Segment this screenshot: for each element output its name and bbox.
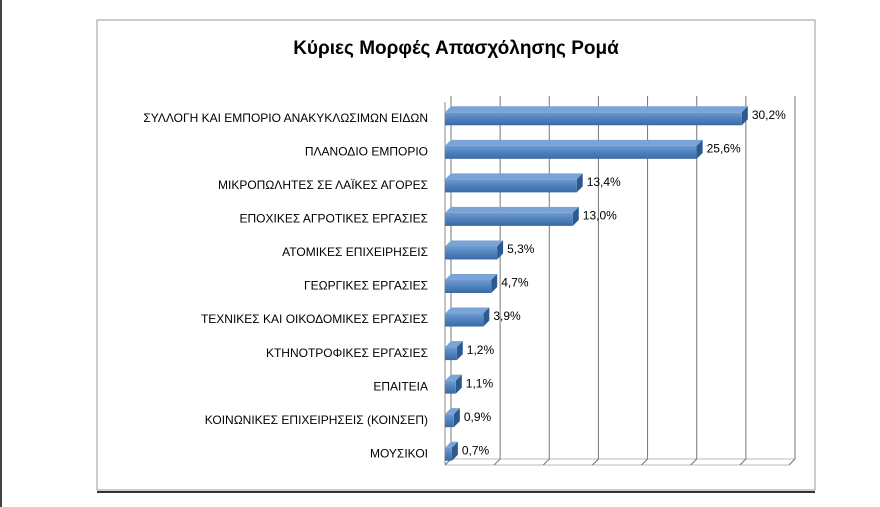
bar-top (445, 408, 460, 415)
bar (445, 347, 457, 361)
chart-title: Κύριες Μορφές Απασχόλησης Ρομά (293, 38, 619, 59)
bar-top (445, 173, 583, 180)
y-tick-label: ΜΟΥΣΙΚΟΙ (370, 446, 428, 460)
bar-top (445, 307, 490, 314)
data-label: 1,1% (466, 376, 494, 390)
bar (445, 246, 498, 260)
bar (445, 380, 456, 394)
y-tick-label: ΕΠΟΧΙΚΕΣ ΑΓΡΟΤΙΚΕΣ ΕΡΓΑΣΙΕΣ (239, 212, 428, 226)
bar-side (741, 106, 748, 126)
bar-side (456, 341, 463, 361)
y-tick-label: ΓΕΩΡΓΙΚΕΣ ΕΡΓΑΣΙΕΣ (304, 279, 428, 293)
bar-top (445, 441, 458, 448)
bar-side (483, 307, 490, 327)
bar-top (445, 106, 748, 113)
bar-side (453, 408, 460, 428)
bar-side (696, 139, 703, 159)
y-tick-label: ΕΠΑΙΤΕΙΑ (373, 379, 428, 393)
data-label: 3,9% (493, 309, 521, 323)
y-tick-label: ΤΕΧΝΙΚΕΣ ΚΑΙ ΟΙΚΟΔΟΜΙΚΕΣ ΕΡΓΑΣΙΕΣ (201, 312, 428, 326)
bar (445, 179, 577, 193)
bar (445, 313, 484, 327)
data-label: 25,6% (707, 141, 741, 155)
bar-top (445, 274, 498, 280)
bar (445, 414, 454, 428)
bar-top (445, 206, 579, 213)
bar-top (445, 139, 703, 146)
bar-top (445, 240, 504, 247)
bar-top (445, 341, 463, 348)
bar-top (445, 374, 462, 381)
grid-line (690, 96, 698, 466)
y-tick-label: ΣΥΛΛΟΓΗ ΚΑΙ ΕΜΠΟΡΙΟ ΑΝΑΚΥΚΛΩΣΙΜΩΝ ΕΙΔΩΝ (143, 111, 428, 125)
grid-line (641, 96, 649, 466)
y-tick-label: ΚΟΙΝΩΝΙΚΕΣ ΕΠΙΧΕΙΡΗΣΕΙΣ (ΚΟΙΝΣΕΠ) (205, 413, 428, 427)
bar (445, 145, 697, 159)
bar-side (455, 374, 462, 394)
bar-side (451, 441, 458, 461)
grid-line (592, 96, 599, 466)
data-label: 5,3% (507, 242, 535, 256)
bar (445, 112, 742, 126)
grid-line (788, 96, 796, 466)
grid-line (739, 96, 747, 466)
bar-side (576, 173, 583, 193)
bar (445, 280, 492, 293)
bar-side (497, 240, 504, 260)
y-tick-label: ΠΛΑΝΟΔΙΟ ΕΜΠΟΡΙΟ (305, 144, 428, 158)
data-label: 30,2% (752, 108, 786, 122)
y-tick-label: ΑΤΟΜΙΚΕΣ ΕΠΙΧΕΙΡΗΣΕΙΣ (282, 245, 428, 259)
data-label: 1,2% (467, 343, 495, 357)
data-label: 13,4% (587, 175, 621, 189)
data-label: 0,9% (464, 410, 492, 424)
bar-side (572, 206, 579, 226)
bar-side (491, 274, 498, 293)
bar (445, 447, 452, 461)
data-label: 0,7% (462, 443, 490, 457)
y-tick-label: ΚΤΗΝΟΤΡΟΦΙΚΕΣ ΕΡΓΑΣΙΕΣ (266, 346, 428, 360)
y-tick-label: ΜΙΚΡΟΠΩΛΗΤΕΣ ΣΕ ΛΑΪΚΕΣ ΑΓΟΡΕΣ (218, 178, 428, 192)
bar (445, 212, 573, 226)
data-label: 4,7% (501, 276, 529, 290)
data-label: 13,0% (583, 209, 617, 223)
